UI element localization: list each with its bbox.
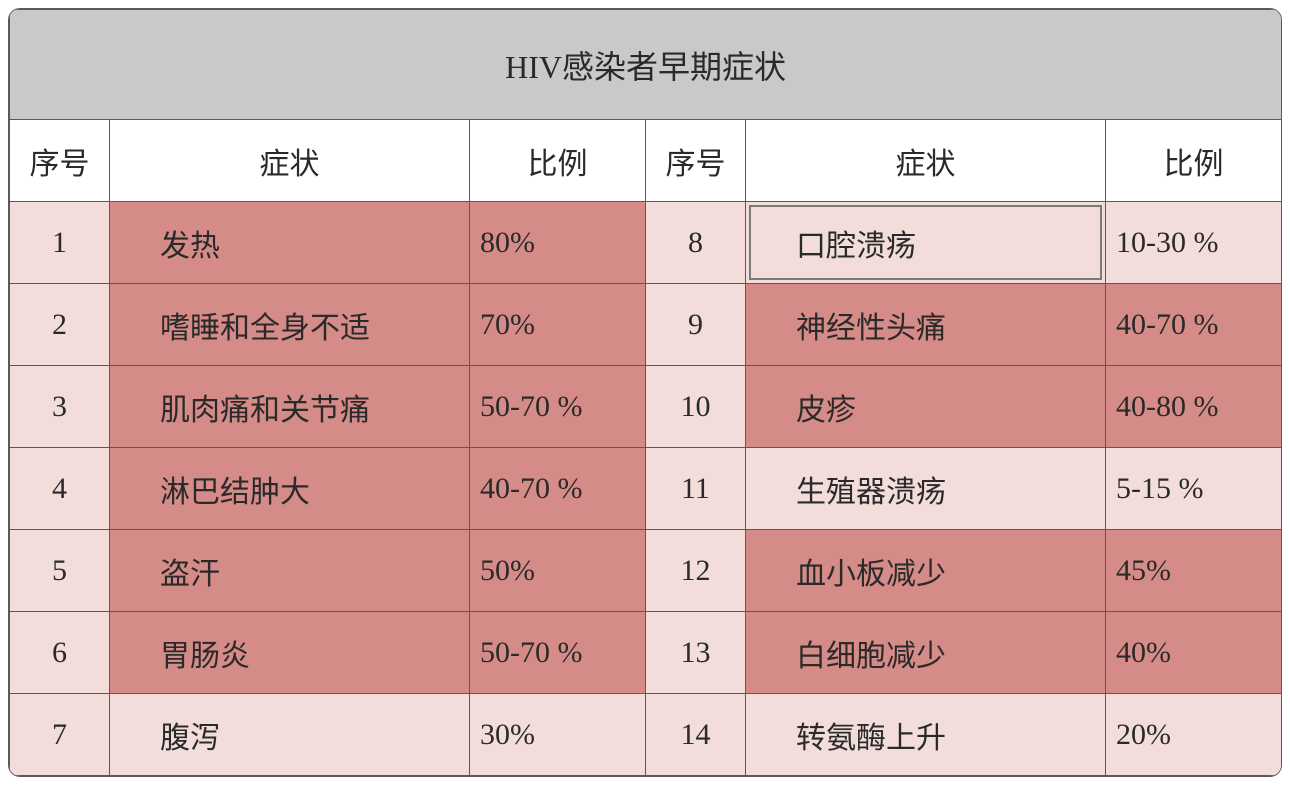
- cell-percent: 70%: [470, 284, 646, 366]
- table-row: 6胃肠炎50-70 %13白细胞减少40%: [10, 612, 1282, 694]
- cell-symptom: 淋巴结肿大: [110, 448, 470, 530]
- cell-symptom: 神经性头痛: [746, 284, 1106, 366]
- cell-percent: 50-70 %: [470, 612, 646, 694]
- cell-symptom: 血小板减少: [746, 530, 1106, 612]
- cell-symptom: 口腔溃疡: [746, 202, 1106, 284]
- cell-num: 5: [10, 530, 110, 612]
- table-row: 5盗汗50%12血小板减少45%: [10, 530, 1282, 612]
- header-percent-left: 比例: [470, 120, 646, 202]
- table-title: HIV感染者早期症状: [10, 10, 1282, 120]
- cell-percent: 40-70 %: [470, 448, 646, 530]
- table-row: 3肌肉痛和关节痛50-70 %10皮疹40-80 %: [10, 366, 1282, 448]
- cell-symptom: 白细胞减少: [746, 612, 1106, 694]
- cell-symptom: 皮疹: [746, 366, 1106, 448]
- table-row: 1发热80%8口腔溃疡10-30 %: [10, 202, 1282, 284]
- cell-percent: 50%: [470, 530, 646, 612]
- cell-percent: 5-15 %: [1106, 448, 1282, 530]
- cell-symptom: 肌肉痛和关节痛: [110, 366, 470, 448]
- cell-num: 9: [646, 284, 746, 366]
- header-symptom-right: 症状: [746, 120, 1106, 202]
- cell-num: 13: [646, 612, 746, 694]
- cell-num: 12: [646, 530, 746, 612]
- cell-num: 2: [10, 284, 110, 366]
- title-row: HIV感染者早期症状: [10, 10, 1282, 120]
- table-row: 4淋巴结肿大40-70 %11生殖器溃疡5-15 %: [10, 448, 1282, 530]
- cell-percent: 40-80 %: [1106, 366, 1282, 448]
- header-num-left: 序号: [10, 120, 110, 202]
- cell-num: 4: [10, 448, 110, 530]
- cell-symptom: 生殖器溃疡: [746, 448, 1106, 530]
- cell-num: 11: [646, 448, 746, 530]
- header-percent-right: 比例: [1106, 120, 1282, 202]
- cell-symptom: 嗜睡和全身不适: [110, 284, 470, 366]
- cell-num: 10: [646, 366, 746, 448]
- cell-symptom: 盗汗: [110, 530, 470, 612]
- table-row: 2嗜睡和全身不适70%9神经性头痛40-70 %: [10, 284, 1282, 366]
- cell-num: 1: [10, 202, 110, 284]
- table-body: HIV感染者早期症状 序号 症状 比例 序号 症状 比例 1发热80%8口腔溃疡…: [10, 10, 1282, 776]
- header-row: 序号 症状 比例 序号 症状 比例: [10, 120, 1282, 202]
- header-num-right: 序号: [646, 120, 746, 202]
- cell-num: 8: [646, 202, 746, 284]
- cell-percent: 40%: [1106, 612, 1282, 694]
- cell-percent: 80%: [470, 202, 646, 284]
- cell-symptom: 胃肠炎: [110, 612, 470, 694]
- cell-percent: 10-30 %: [1106, 202, 1282, 284]
- symptoms-table: HIV感染者早期症状 序号 症状 比例 序号 症状 比例 1发热80%8口腔溃疡…: [9, 9, 1282, 776]
- cell-symptom: 发热: [110, 202, 470, 284]
- header-symptom-left: 症状: [110, 120, 470, 202]
- cell-percent: 45%: [1106, 530, 1282, 612]
- cell-percent: 40-70 %: [1106, 284, 1282, 366]
- cell-num: 3: [10, 366, 110, 448]
- cell-num: 6: [10, 612, 110, 694]
- symptoms-table-container: HIV感染者早期症状 序号 症状 比例 序号 症状 比例 1发热80%8口腔溃疡…: [8, 8, 1282, 777]
- cell-percent: 50-70 %: [470, 366, 646, 448]
